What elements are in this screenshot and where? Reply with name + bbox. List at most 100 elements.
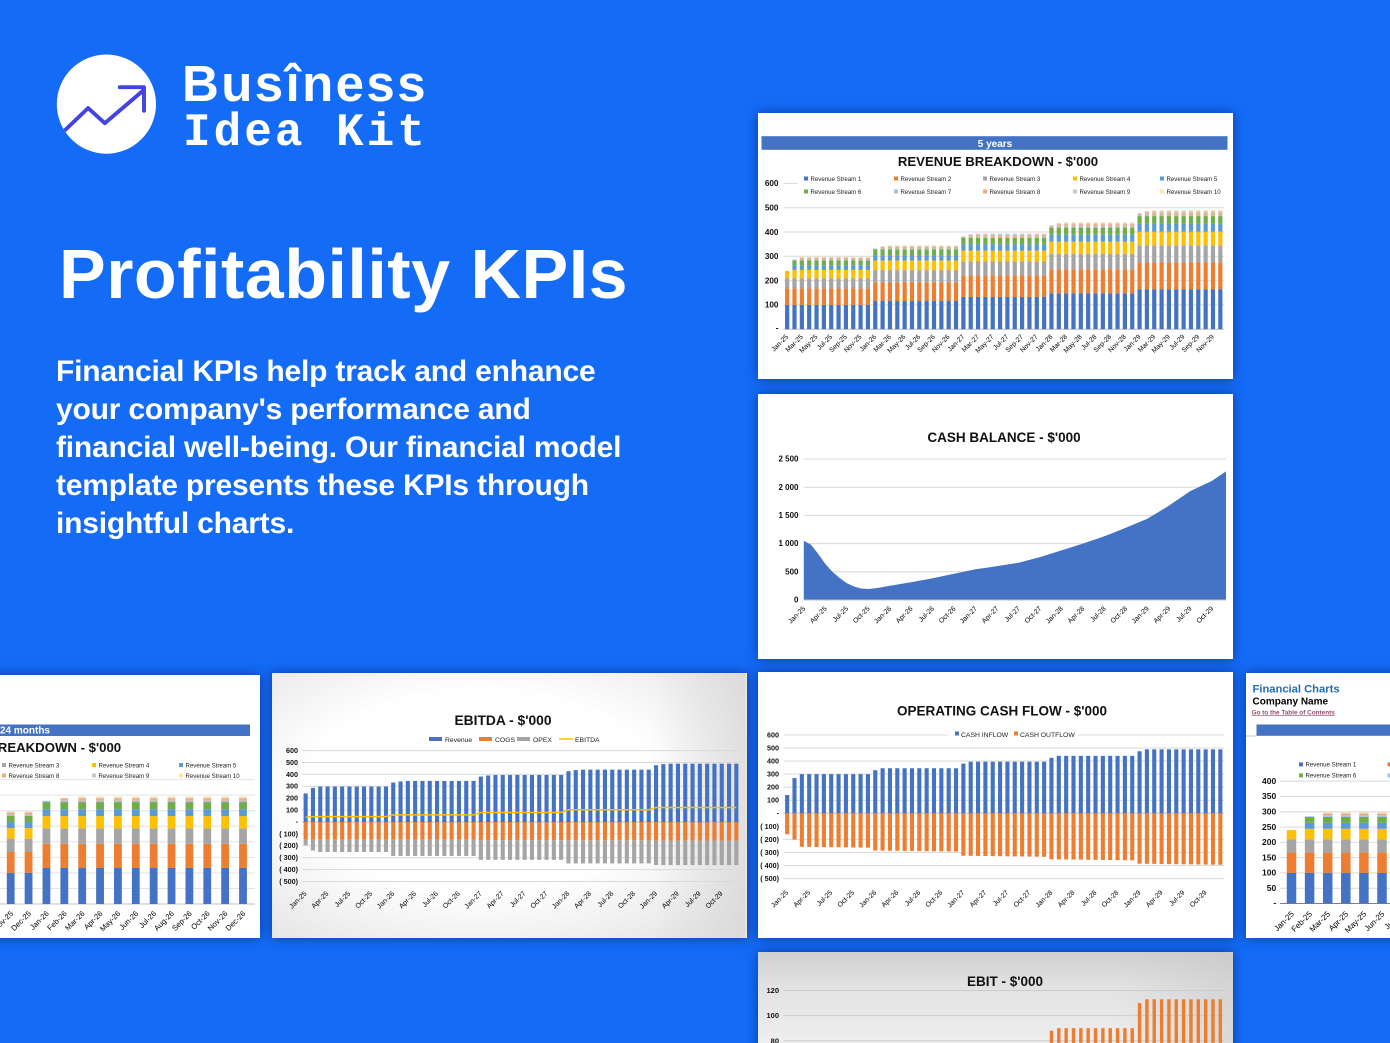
svg-text:Jul-26: Jul-26 bbox=[904, 889, 922, 907]
svg-text:EBIT - $'000: EBIT - $'000 bbox=[967, 974, 1043, 989]
svg-text:EBITDA: EBITDA bbox=[575, 737, 600, 744]
svg-text:( 400): ( 400) bbox=[760, 861, 779, 870]
svg-text:Jan-29: Jan-29 bbox=[1131, 605, 1151, 625]
svg-text:Jul-29: Jul-29 bbox=[1175, 605, 1193, 623]
svg-text:Revenue Stream 3: Revenue Stream 3 bbox=[990, 176, 1041, 183]
svg-text:120: 120 bbox=[766, 986, 779, 995]
svg-text:Apr-26: Apr-26 bbox=[895, 605, 915, 625]
svg-text:150: 150 bbox=[1262, 852, 1276, 862]
svg-text:1 500: 1 500 bbox=[778, 511, 799, 520]
svg-text:300: 300 bbox=[1262, 807, 1276, 817]
svg-text:100: 100 bbox=[766, 1011, 779, 1020]
svg-text:( 400): ( 400) bbox=[279, 865, 298, 874]
svg-text:-: - bbox=[1273, 898, 1276, 908]
svg-text:Oct-26: Oct-26 bbox=[925, 889, 945, 909]
svg-text:Jul-29: Jul-29 bbox=[1168, 889, 1186, 907]
svg-text:REVENUE BREAKDOWN - $'000: REVENUE BREAKDOWN - $'000 bbox=[898, 154, 1098, 169]
svg-text:Revenue Stream 5: Revenue Stream 5 bbox=[1167, 176, 1218, 183]
svg-text:100: 100 bbox=[286, 806, 298, 815]
svg-text:Jul-25: Jul-25 bbox=[832, 605, 850, 623]
svg-text:400: 400 bbox=[765, 228, 779, 237]
svg-text:0: 0 bbox=[794, 596, 799, 605]
svg-text:Revenue Stream 1: Revenue Stream 1 bbox=[811, 176, 862, 183]
svg-text:( 200): ( 200) bbox=[760, 835, 779, 844]
svg-text:Revenue Stream 10: Revenue Stream 10 bbox=[186, 773, 241, 780]
svg-text:80: 80 bbox=[771, 1036, 779, 1043]
svg-text:250: 250 bbox=[1262, 822, 1276, 832]
svg-text:100: 100 bbox=[767, 796, 779, 805]
svg-text:Revenue Stream 2: Revenue Stream 2 bbox=[901, 176, 952, 183]
svg-text:Revenue Stream 3: Revenue Stream 3 bbox=[9, 762, 60, 769]
svg-text:Mar-26: Mar-26 bbox=[63, 909, 86, 932]
svg-text:Jan-25: Jan-25 bbox=[770, 889, 790, 909]
svg-text:Jul-28: Jul-28 bbox=[1089, 605, 1107, 623]
svg-text:Jul-25: Jul-25 bbox=[1383, 909, 1390, 931]
svg-text:Jan-26: Jan-26 bbox=[873, 605, 893, 625]
svg-text:Jun-26: Jun-26 bbox=[117, 909, 140, 932]
svg-text:Apr-27: Apr-27 bbox=[969, 889, 989, 909]
svg-text:( 500): ( 500) bbox=[760, 874, 779, 883]
svg-text:Oct-25: Oct-25 bbox=[837, 889, 857, 909]
svg-text:Oct-29: Oct-29 bbox=[1196, 605, 1216, 625]
svg-text:Apr-25: Apr-25 bbox=[809, 605, 829, 625]
svg-text:300: 300 bbox=[765, 252, 779, 261]
svg-text:500: 500 bbox=[286, 758, 298, 767]
svg-text:Company Name: Company Name bbox=[1253, 697, 1329, 708]
svg-text:Sep-26: Sep-26 bbox=[170, 909, 194, 933]
svg-text:Apr-29: Apr-29 bbox=[1145, 889, 1165, 909]
svg-text:Jan-27: Jan-27 bbox=[959, 605, 979, 625]
svg-text:200: 200 bbox=[286, 794, 298, 803]
svg-text:( 500): ( 500) bbox=[279, 877, 298, 886]
svg-text:Oct-29: Oct-29 bbox=[1189, 889, 1209, 909]
svg-text:( 300): ( 300) bbox=[279, 853, 298, 862]
svg-text:( 100): ( 100) bbox=[279, 829, 298, 838]
svg-text:( 100): ( 100) bbox=[760, 822, 779, 831]
svg-text:Apr-29: Apr-29 bbox=[1153, 605, 1173, 625]
svg-text:Mar-25: Mar-25 bbox=[1308, 909, 1333, 934]
svg-text:100: 100 bbox=[1262, 868, 1276, 878]
svg-text:OPERATING CASH FLOW - $'000: OPERATING CASH FLOW - $'000 bbox=[897, 704, 1107, 719]
svg-text:Revenue Stream 6: Revenue Stream 6 bbox=[811, 189, 862, 196]
svg-text:Apr-26: Apr-26 bbox=[881, 889, 901, 909]
svg-text:Apr-28: Apr-28 bbox=[1057, 889, 1077, 909]
svg-text:Oct-25: Oct-25 bbox=[852, 605, 872, 625]
svg-text:Revenue Stream 4: Revenue Stream 4 bbox=[99, 762, 150, 769]
svg-text:200: 200 bbox=[765, 276, 779, 285]
svg-text:2 000: 2 000 bbox=[778, 483, 799, 492]
svg-text:100: 100 bbox=[765, 301, 779, 310]
svg-text:Jul-25: Jul-25 bbox=[816, 889, 834, 907]
svg-text:350: 350 bbox=[1262, 791, 1276, 801]
svg-text:2 500: 2 500 bbox=[778, 455, 799, 464]
svg-text:Revenue: Revenue bbox=[445, 737, 472, 744]
svg-text:300: 300 bbox=[767, 770, 779, 779]
svg-text:OPEX: OPEX bbox=[533, 737, 552, 744]
svg-text:CASH OUTFLOW: CASH OUTFLOW bbox=[1020, 732, 1075, 739]
svg-text:Jan-28: Jan-28 bbox=[1045, 605, 1065, 625]
svg-text:EBITDA - $'000: EBITDA - $'000 bbox=[454, 713, 551, 728]
svg-text:CASH BALANCE - $'000: CASH BALANCE - $'000 bbox=[927, 430, 1080, 445]
svg-text:Revenue Stream 9: Revenue Stream 9 bbox=[99, 773, 150, 780]
svg-text:Revenue Stream 10: Revenue Stream 10 bbox=[1167, 189, 1222, 196]
svg-text:400: 400 bbox=[286, 770, 298, 779]
svg-text:300: 300 bbox=[286, 782, 298, 791]
svg-text:Apr-28: Apr-28 bbox=[1067, 605, 1087, 625]
svg-text:-: - bbox=[777, 808, 780, 817]
svg-text:400: 400 bbox=[1262, 776, 1276, 786]
svg-text:Revenue Stream 5: Revenue Stream 5 bbox=[186, 762, 237, 769]
svg-text:600: 600 bbox=[767, 730, 779, 739]
svg-text:Jan-25: Jan-25 bbox=[787, 605, 807, 625]
svg-text:-: - bbox=[296, 817, 299, 826]
svg-text:Jan-26: Jan-26 bbox=[858, 889, 878, 909]
svg-text:24 months: 24 months bbox=[0, 726, 50, 737]
svg-text:Go to the Table of Contents: Go to the Table of Contents bbox=[1252, 709, 1336, 716]
svg-text:500: 500 bbox=[767, 743, 779, 752]
svg-text:Jan-28: Jan-28 bbox=[1035, 889, 1055, 909]
svg-text:Dec-25: Dec-25 bbox=[9, 909, 33, 933]
svg-text:Jan-29: Jan-29 bbox=[1123, 889, 1143, 909]
svg-text:200: 200 bbox=[767, 783, 779, 792]
svg-text:CASH INFLOW: CASH INFLOW bbox=[961, 732, 1009, 739]
svg-text:5 years: 5 years bbox=[978, 139, 1013, 150]
svg-text:Jul-27: Jul-27 bbox=[992, 889, 1010, 907]
svg-text:Oct-26: Oct-26 bbox=[938, 605, 958, 625]
svg-text:Revenue Stream 8: Revenue Stream 8 bbox=[990, 189, 1041, 196]
